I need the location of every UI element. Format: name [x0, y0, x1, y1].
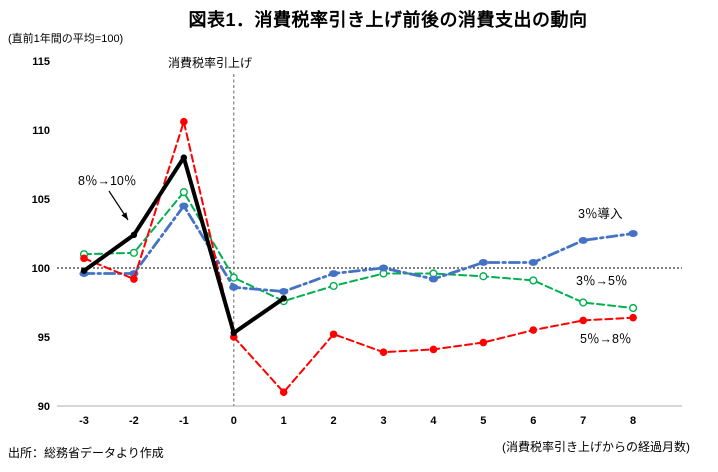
- marker-line-8to10: [130, 231, 138, 239]
- marker-line-3to5: [529, 276, 538, 285]
- x-tick-label: -1: [179, 415, 189, 427]
- marker-line-5to8: [329, 330, 338, 339]
- x-tick-label: 8: [630, 415, 636, 427]
- marker-line-3intro: [229, 283, 239, 291]
- x-tick-label: 3: [380, 415, 386, 427]
- marker-line-3intro: [528, 259, 538, 266]
- marker-line-5to8: [80, 254, 88, 263]
- marker-line-3to5: [229, 273, 238, 282]
- marker-line-5to8: [429, 345, 438, 354]
- x-tick-label: -3: [79, 415, 89, 427]
- marker-line-3to5: [329, 281, 338, 291]
- marker-line-5to8: [629, 313, 637, 322]
- label-5to8: 5％→8％: [580, 332, 631, 346]
- y-tick-label: 105: [32, 194, 50, 206]
- label-8to10-arrowhead: [121, 212, 128, 220]
- marker-line-5to8: [479, 338, 488, 347]
- x-tick-label: 4: [430, 415, 437, 427]
- marker-line-3intro: [378, 264, 389, 272]
- marker-line-8to10: [230, 329, 237, 337]
- marker-line-5to8: [379, 348, 388, 356]
- marker-line-3intro: [578, 236, 588, 244]
- series-line-3to5: [83, 191, 635, 309]
- label-3intro: 3％導入: [578, 206, 623, 221]
- marker-line-3intro: [478, 259, 488, 266]
- series-line-3intro: [82, 204, 635, 293]
- marker-line-8to10: [280, 295, 287, 302]
- marker-line-3intro: [628, 230, 638, 237]
- x-tick-label: 0: [231, 415, 237, 427]
- x-axis-note: (消費税率引き上げからの経過月数): [502, 440, 690, 454]
- marker-line-3to5: [479, 272, 488, 281]
- source-note: 出所：総務省データより作成: [8, 446, 164, 460]
- x-tick-label: 7: [580, 415, 586, 427]
- marker-line-3to5: [579, 298, 588, 307]
- x-tick-label: 5: [480, 415, 486, 427]
- label-8to10: 8％→10％: [78, 174, 136, 188]
- marker-line-3to5: [179, 188, 188, 197]
- marker-line-8to10: [180, 154, 188, 161]
- x-tick-label: 6: [530, 415, 536, 427]
- chart-title: 図表1．消費税率引き上げ前後の消費支出の動向: [188, 10, 588, 30]
- x-tick-label: 1: [281, 415, 287, 427]
- y-tick-label: 115: [32, 56, 50, 68]
- marker-line-3intro: [279, 288, 289, 295]
- marker-line-3intro: [329, 270, 339, 277]
- y-tick-label: 90: [38, 401, 50, 413]
- marker-line-5to8: [279, 388, 288, 397]
- marker-line-5to8: [130, 275, 138, 283]
- y-axis-unit-note: (直前1年間の平均=100): [8, 33, 124, 45]
- marker-line-5to8: [529, 326, 538, 334]
- x-tick-label: 2: [331, 415, 337, 427]
- marker-line-3to5: [629, 303, 638, 313]
- y-tick-label: 100: [32, 263, 50, 275]
- marker-line-5to8: [180, 117, 188, 126]
- marker-line-3intro: [428, 275, 439, 283]
- label-tax-hike: 消費税率引上げ: [168, 55, 252, 70]
- y-tick-label: 95: [38, 332, 50, 344]
- marker-line-3intro: [179, 202, 189, 210]
- label-3to5: 3％→5％: [576, 274, 627, 288]
- marker-line-8to10: [80, 267, 88, 274]
- y-tick-label: 110: [32, 125, 50, 137]
- series-line-5to8: [83, 120, 635, 394]
- x-tick-label: -2: [129, 415, 139, 427]
- marker-line-3to5: [129, 248, 139, 257]
- marker-line-5to8: [579, 316, 587, 325]
